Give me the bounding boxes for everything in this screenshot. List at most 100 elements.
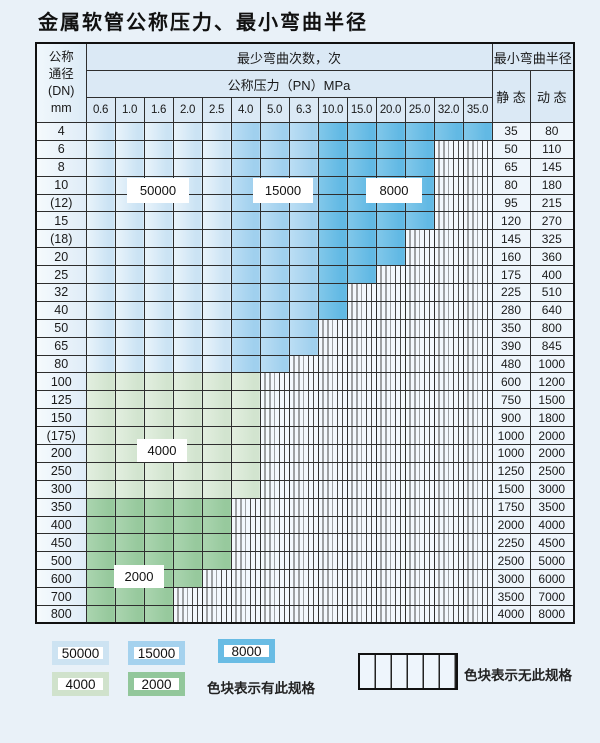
- spec-cell: [230, 265, 261, 285]
- static-radius-cell: 900: [491, 408, 531, 428]
- table-row: 6 50 110: [35, 139, 575, 159]
- spec-cell: [201, 551, 232, 571]
- no-spec-cell: [288, 461, 319, 481]
- no-spec-cell: [375, 569, 406, 589]
- static-radius-cell: 50: [491, 139, 531, 159]
- no-spec-cell: [288, 372, 319, 392]
- no-spec-cell: [346, 479, 377, 499]
- no-spec-cell: [230, 605, 261, 624]
- zone-label-50000: 50000: [128, 179, 188, 202]
- spec-cell: [201, 390, 232, 410]
- table-row: 800 4000 8000: [35, 605, 575, 624]
- table-row: 65 390 845: [35, 336, 575, 356]
- spec-cell: [288, 283, 319, 302]
- no-spec-cell: [230, 515, 261, 535]
- no-spec-cell: [375, 265, 406, 285]
- spec-cell: [201, 139, 232, 159]
- no-spec-cell: [375, 408, 406, 428]
- spec-cell: [85, 372, 116, 392]
- dn-cell: 65: [35, 336, 87, 356]
- dn-cell: 6: [35, 139, 87, 159]
- spec-cell: [201, 229, 232, 249]
- no-spec-cell: [404, 247, 435, 267]
- dn-cell: 150: [35, 408, 87, 428]
- no-spec-cell: [317, 318, 348, 338]
- spec-cell: [346, 211, 377, 231]
- spec-cell: [317, 300, 348, 320]
- pressure-table-wrap: 公称 通径 (DN) mm 最少弯曲次数，次 最小弯曲半径 公称压力（PN）MP…: [35, 42, 575, 625]
- spec-cell: [172, 336, 203, 356]
- no-spec-cell: [404, 372, 435, 392]
- no-spec-cell: [462, 426, 493, 446]
- spec-cell: [143, 336, 174, 356]
- zone-label-2000: 2000: [115, 566, 163, 587]
- spec-cell: [143, 247, 174, 267]
- dynamic-radius-cell: 400: [529, 265, 575, 285]
- corner-header: 公称 通径 (DN) mm: [35, 42, 87, 123]
- no-spec-cell: [375, 283, 406, 302]
- no-spec-cell: [346, 300, 377, 320]
- spec-cell: [172, 247, 203, 267]
- pressure-column-header: 35.0: [462, 97, 493, 123]
- no-spec-cell: [462, 461, 493, 481]
- spec-cell: [201, 283, 232, 302]
- pressure-pn-header: 公称压力（PN）MPa: [85, 70, 493, 98]
- spec-cell: [114, 157, 145, 177]
- table-row: 4 35 80: [35, 122, 575, 141]
- dynamic-radius-cell: 1200: [529, 372, 575, 392]
- no-spec-cell: [375, 390, 406, 410]
- spec-cell: [85, 265, 116, 285]
- zone-label-4000: 4000: [138, 440, 186, 461]
- static-radius-cell: 35: [491, 122, 531, 141]
- legend-swatch-50000: 50000: [52, 641, 109, 665]
- no-spec-cell: [375, 300, 406, 320]
- no-spec-cell: [288, 479, 319, 499]
- spec-cell: [201, 122, 232, 141]
- table-row: (175) 1000 2000: [35, 426, 575, 446]
- table-row: 50 350 800: [35, 318, 575, 338]
- spec-cell: [201, 426, 232, 446]
- no-spec-cell: [230, 569, 261, 589]
- dn-cell: 500: [35, 551, 87, 571]
- corner-line: 通径: [48, 67, 74, 81]
- no-spec-cell: [259, 515, 290, 535]
- no-spec-cell: [462, 605, 493, 624]
- no-spec-cell: [346, 336, 377, 356]
- static-radius-cell: 2250: [491, 533, 531, 553]
- no-spec-cell: [433, 479, 464, 499]
- no-spec-cell: [375, 461, 406, 481]
- no-spec-cell: [433, 336, 464, 356]
- no-spec-cell: [404, 587, 435, 607]
- spec-cell: [114, 139, 145, 159]
- header-row-2: 公称压力（PN）MPa 静 态 动 态: [36, 70, 575, 123]
- spec-cell: [85, 122, 116, 141]
- no-spec-cell: [375, 515, 406, 535]
- spec-cell: [143, 587, 174, 607]
- no-spec-cell: [433, 372, 464, 392]
- spec-cell: [375, 122, 406, 141]
- no-spec-cell: [433, 211, 464, 231]
- dynamic-radius-cell: 2000: [529, 426, 575, 446]
- no-spec-cell: [404, 461, 435, 481]
- no-spec-cell: [404, 265, 435, 285]
- no-spec-cell: [346, 497, 377, 517]
- spec-cell: [143, 354, 174, 374]
- spec-cell: [143, 139, 174, 159]
- table-row: 400 2000 4000: [35, 515, 575, 535]
- pressure-column-header: 20.0: [375, 97, 406, 123]
- dynamic-radius-cell: 3000: [529, 479, 575, 499]
- no-spec-cell: [462, 372, 493, 392]
- spec-cell: [317, 193, 348, 213]
- corner-line: (DN): [48, 84, 75, 98]
- no-spec-cell: [462, 569, 493, 589]
- dn-cell: 450: [35, 533, 87, 553]
- no-spec-cell: [462, 515, 493, 535]
- dn-cell: 400: [35, 515, 87, 535]
- no-spec-cell: [433, 157, 464, 177]
- dn-cell: (175): [35, 426, 87, 446]
- dn-cell: 50: [35, 318, 87, 338]
- table-row: 350 1750 3500: [35, 497, 575, 517]
- spec-cell: [404, 157, 435, 177]
- table-row: 100 600 1200: [35, 372, 575, 392]
